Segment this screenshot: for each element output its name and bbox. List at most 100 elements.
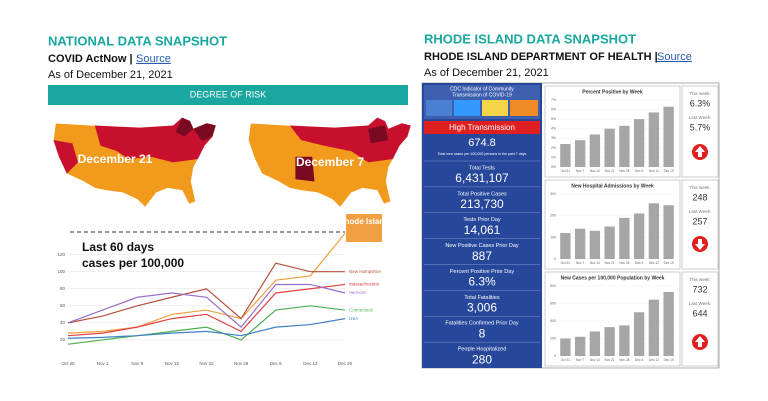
x-tick-label: Oct 25 — [61, 361, 75, 366]
y-tick-label: 7% — [551, 98, 556, 102]
ri-label: Rhode Island — [339, 217, 389, 226]
this-week-value: 732 — [692, 284, 707, 294]
x-tick-label: Dec 20 — [338, 361, 353, 366]
cdc-level — [424, 121, 540, 134]
y-tick-label: 40 — [60, 320, 66, 325]
bar — [663, 205, 674, 259]
x-tick-label: Nov 21 — [605, 261, 615, 265]
x-tick-label: Nov 28 — [619, 261, 629, 265]
y-tick-label: 100 — [57, 269, 65, 274]
bar — [560, 144, 571, 167]
bar — [633, 312, 645, 356]
bar — [589, 230, 601, 259]
stat-label: Total Fatalities — [464, 295, 499, 301]
legend-label: Connecticut — [349, 307, 374, 312]
y-tick-label: 5% — [551, 117, 556, 121]
x-tick-label: Nov 7 — [576, 358, 585, 362]
x-tick-label: Nov 21 — [605, 358, 615, 362]
bar — [574, 228, 586, 259]
x-tick-label: Dec 12 — [649, 169, 659, 173]
annotation: Last 60 days — [82, 240, 154, 254]
y-tick-label: 200 — [550, 214, 556, 218]
right-date: As of December 21, 2021 — [424, 67, 549, 79]
x-tick-label: Dec 12 — [649, 358, 659, 362]
bar — [589, 134, 601, 167]
stat-value: 6.3% — [468, 275, 496, 289]
cdc-level-text: High Transmission — [449, 123, 515, 132]
stat-value: 280 — [472, 352, 492, 366]
y-tick-label: 800 — [550, 284, 556, 288]
x-tick-label: Nov 22 — [199, 361, 214, 366]
bar — [574, 336, 586, 356]
stat-label: New Positive Cases Prior Day — [445, 243, 519, 249]
chart-title: Percent Positive by Week — [582, 89, 643, 95]
y-tick-label: 120 — [57, 252, 65, 257]
bar — [589, 331, 601, 356]
x-tick-label: Dec 6 — [270, 361, 282, 366]
map-dec7 — [248, 117, 412, 208]
y-tick-label: 20 — [60, 337, 66, 342]
bar — [663, 291, 674, 356]
legend-label: New Hampshire — [349, 269, 382, 274]
y-tick-label: 60 — [60, 303, 66, 308]
y-tick-label: 1% — [551, 155, 556, 159]
x-tick-label: Dec 5 — [635, 169, 644, 173]
this-week-value: 6.3% — [690, 98, 711, 108]
stat-value: 6,431,107 — [455, 171, 509, 185]
stat-label: Percent Positive Prior Day — [450, 269, 514, 275]
ri-label-box — [346, 214, 382, 242]
y-tick-label: 400 — [550, 319, 556, 323]
left-date: As of December 21, 2021 — [48, 69, 173, 81]
y-tick-label: 4% — [551, 127, 556, 131]
series-line — [67, 318, 346, 339]
series-line — [67, 283, 346, 328]
cdc-level-chip — [482, 100, 508, 116]
stat-value: 3,006 — [467, 301, 497, 315]
left-source-link[interactable]: Source — [136, 53, 171, 65]
x-tick-label: Dec 5 — [635, 261, 644, 265]
chart-title: New Hospital Admissions by Week — [571, 183, 654, 189]
y-tick-label: 80 — [60, 286, 66, 291]
this-week-label: This week: — [689, 185, 711, 190]
x-tick-label: Nov 21 — [605, 169, 615, 173]
annotation: cases per 100,000 — [82, 256, 184, 270]
y-tick-label: 3% — [551, 136, 556, 140]
y-tick-label: 2% — [551, 146, 556, 150]
right-source-link[interactable]: Source — [657, 51, 692, 63]
y-tick-label: 200 — [550, 336, 556, 340]
x-tick-label: Dec 5 — [635, 358, 644, 362]
cdc-note: Total new cases per 100,000 persons in t… — [438, 152, 527, 156]
stat-value: 887 — [472, 249, 492, 263]
bar — [574, 140, 586, 167]
trend-arrow-up — [692, 334, 708, 350]
trend-arrow-up — [692, 144, 708, 160]
stat-label: Total Positive Cases — [457, 191, 507, 197]
x-tick-label: Nov 29 — [234, 361, 249, 366]
map-label: December 7 — [296, 155, 364, 169]
last-week-label: Last Week: — [689, 301, 711, 306]
y-tick-label: 0 — [554, 354, 556, 358]
trend-arrow-down — [692, 236, 708, 252]
x-tick-label: Oct 31 — [561, 261, 571, 265]
this-week-label: This week: — [689, 91, 711, 96]
legend-label: Massachusetts — [349, 282, 380, 287]
map-label: December 21 — [78, 152, 153, 166]
x-tick-label: Nov 28 — [619, 358, 629, 362]
cdc-value: 674.8 — [468, 137, 496, 149]
side-panel — [681, 85, 719, 178]
x-tick-label: Nov 14 — [590, 169, 600, 173]
bar — [633, 119, 645, 167]
bar — [619, 325, 630, 356]
x-tick-label: Nov 14 — [590, 261, 600, 265]
y-tick-label: 300 — [550, 192, 556, 196]
stat-value: 8 — [479, 326, 486, 340]
x-tick-label: Nov 15 — [165, 361, 180, 366]
bar — [648, 203, 660, 259]
cdc-level-chip — [510, 100, 538, 116]
cdc-level-chip — [426, 100, 452, 116]
risk-banner-text: DEGREE OF RISK — [190, 89, 267, 99]
y-tick-label: 0 — [554, 257, 556, 261]
y-tick-label: 600 — [550, 301, 556, 305]
bar — [604, 128, 615, 167]
